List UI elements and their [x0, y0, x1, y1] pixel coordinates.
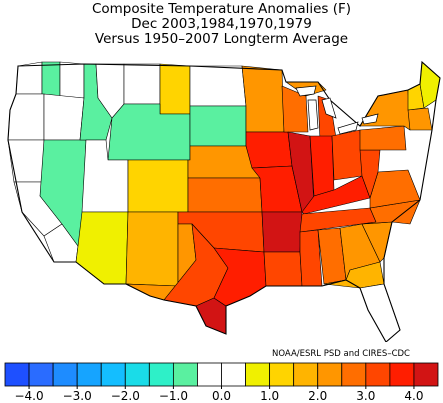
great-lake	[361, 113, 379, 125]
colorbar-cell	[341, 362, 367, 387]
colorbar-label: 1.0	[260, 389, 279, 403]
region-california-north	[7, 139, 45, 183]
colorbar-cell	[413, 362, 439, 387]
region-colorado	[127, 159, 189, 213]
colorbar-cell	[269, 362, 295, 387]
region-new-mexico	[125, 211, 179, 287]
region-arkansas	[261, 211, 303, 253]
us-outline	[7, 60, 441, 342]
region-indiana	[309, 135, 335, 197]
region-kansas	[187, 177, 263, 213]
state-borders-layer	[7, 60, 441, 342]
colorbar-label: −4.0	[14, 389, 43, 403]
title-line-2: Dec 2003,1984,1970,1979	[131, 16, 312, 32]
colorbar-cell	[100, 362, 126, 387]
title-line-1: Composite Temperature Anomalies (F)	[91, 1, 352, 17]
region-north-dakota	[189, 65, 247, 107]
great-lake	[321, 97, 337, 119]
colorbar-label: 0.0	[212, 389, 231, 403]
colorbar-cell	[197, 362, 222, 387]
colorbar-cell	[148, 362, 174, 387]
region-new-england-south	[407, 107, 433, 131]
us-anomaly-map	[7, 60, 441, 342]
colorbar-cell	[172, 362, 198, 387]
great-lake	[307, 99, 319, 131]
colorbar-cell	[365, 362, 391, 387]
colorbar-label: −1.0	[159, 389, 188, 403]
colorbar-label: 4.0	[404, 389, 423, 403]
colorbar-label: 3.0	[356, 389, 375, 403]
title-line-3: Versus 1950–2007 Longterm Average	[94, 31, 349, 47]
colorbar-ticks	[28, 386, 415, 389]
colorbar-cells	[4, 362, 439, 387]
colorbar-cell	[389, 362, 415, 387]
region-iowa	[245, 131, 293, 169]
region-ohio	[331, 129, 363, 181]
region-pennsylvania	[359, 125, 407, 151]
region-south-dakota	[189, 105, 247, 147]
colorbar-cell	[245, 362, 271, 387]
region-oregon-east	[43, 93, 85, 141]
colorbar-cell	[293, 362, 319, 387]
region-washington-cascades	[41, 61, 61, 97]
region-arizona	[75, 211, 129, 285]
anomaly-colorbar: −4.0 −3.0 −2.0 −1.0 0.0 1.0 2.0 3.0 4.0	[4, 362, 439, 403]
great-lake	[337, 121, 359, 135]
great-lake	[295, 85, 317, 97]
region-washington-coast	[15, 61, 43, 95]
region-new-york	[359, 89, 411, 131]
colorbar-label: −3.0	[63, 389, 92, 403]
colorbar-label: 2.0	[308, 389, 327, 403]
colorbar-label: −2.0	[111, 389, 140, 403]
region-minnesota	[241, 65, 285, 133]
climate-division-layer	[7, 61, 441, 342]
region-washington-east	[59, 61, 85, 99]
region-louisiana	[263, 251, 303, 287]
colorbar-cell	[124, 362, 150, 387]
colorbar-cell	[4, 362, 30, 387]
colorbar-cell	[317, 362, 343, 387]
colorbar-cell	[221, 362, 246, 387]
colorbar-cell	[76, 362, 102, 387]
region-montana-east	[159, 63, 191, 115]
colorbar-cell	[28, 362, 54, 387]
data-credit: NOAA/ESRL PSD and CIRES–CDC	[272, 349, 410, 359]
colorbar-cell	[52, 362, 78, 387]
colorbar-labels: −4.0 −3.0 −2.0 −1.0 0.0 1.0 2.0 3.0 4.0	[14, 389, 423, 403]
region-montana-central	[123, 63, 161, 105]
